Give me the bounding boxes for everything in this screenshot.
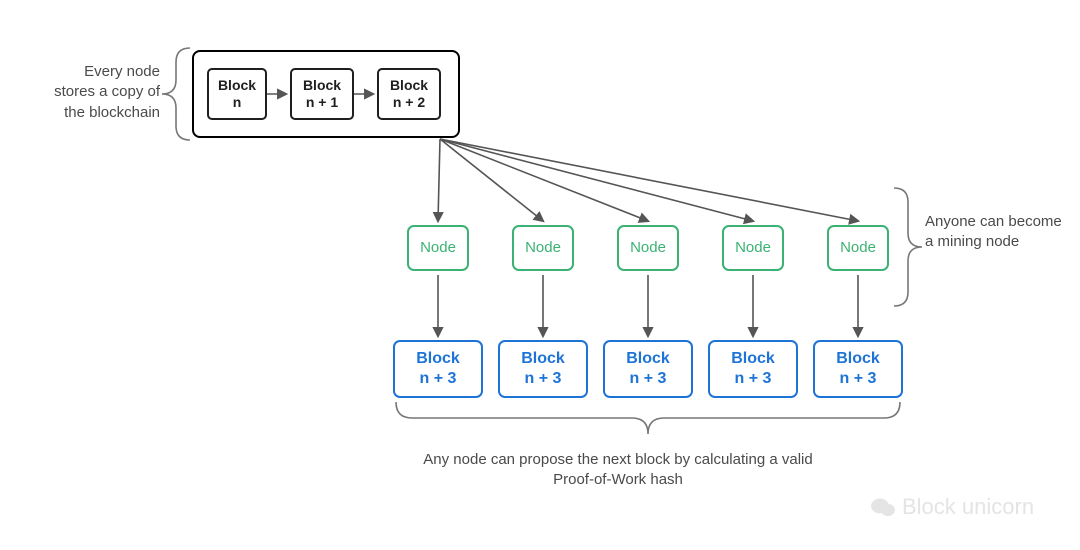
- mining-node-4: Node: [722, 225, 784, 271]
- right-caption: Anyone can become a mining node: [925, 212, 1065, 253]
- bottom-caption: Any node can propose the next block by c…: [408, 450, 828, 491]
- left-caption: Every node stores a copy of the blockcha…: [40, 62, 160, 123]
- mining-node-1: Node: [407, 225, 469, 271]
- proposed-block-5: Blockn + 3: [813, 340, 903, 398]
- wechat-icon: [870, 496, 896, 518]
- proposed-block-2: Blockn + 3: [498, 340, 588, 398]
- mining-node-2: Node: [512, 225, 574, 271]
- proposed-block-3: Blockn + 3: [603, 340, 693, 398]
- chain-block-n: Blockn: [207, 68, 267, 120]
- watermark: Block unicorn: [870, 494, 1034, 520]
- chain-block-n1: Blockn + 1: [290, 68, 354, 120]
- mining-node-5: Node: [827, 225, 889, 271]
- proposed-block-1: Blockn + 3: [393, 340, 483, 398]
- chain-block-n2: Blockn + 2: [377, 68, 441, 120]
- proposed-block-4: Blockn + 3: [708, 340, 798, 398]
- mining-node-3: Node: [617, 225, 679, 271]
